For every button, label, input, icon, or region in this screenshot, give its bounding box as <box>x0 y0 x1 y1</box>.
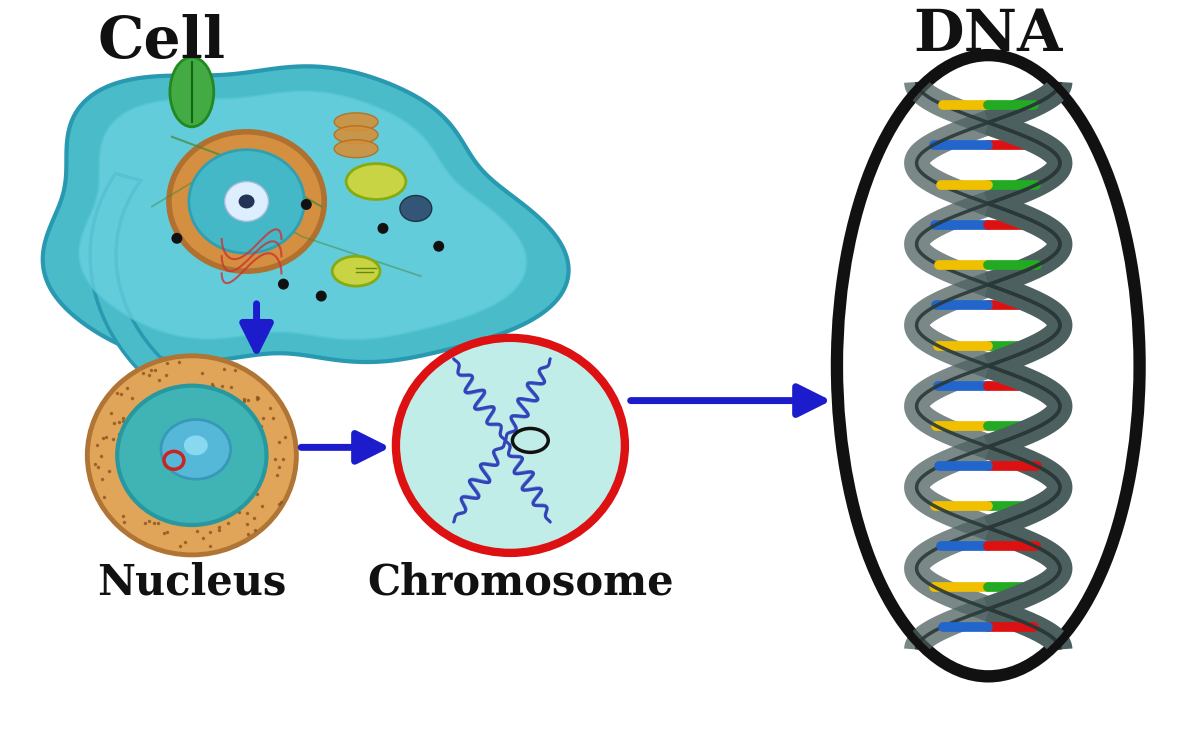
Ellipse shape <box>332 256 380 286</box>
Ellipse shape <box>315 290 326 302</box>
Ellipse shape <box>170 57 214 127</box>
Ellipse shape <box>396 338 625 553</box>
Ellipse shape <box>378 223 389 234</box>
Polygon shape <box>43 66 568 362</box>
Ellipse shape <box>335 139 378 158</box>
Polygon shape <box>79 91 526 339</box>
Ellipse shape <box>346 164 406 200</box>
Ellipse shape <box>171 233 182 244</box>
Ellipse shape <box>161 419 231 480</box>
Polygon shape <box>90 173 191 403</box>
Ellipse shape <box>184 435 208 455</box>
Ellipse shape <box>189 150 305 253</box>
Ellipse shape <box>225 182 268 222</box>
Text: Nucleus: Nucleus <box>98 562 287 604</box>
Ellipse shape <box>169 132 324 271</box>
Ellipse shape <box>839 57 1138 674</box>
Ellipse shape <box>335 126 378 144</box>
Ellipse shape <box>117 385 266 525</box>
Ellipse shape <box>278 279 289 290</box>
Ellipse shape <box>400 195 432 222</box>
Ellipse shape <box>238 195 254 208</box>
Text: Chromosome: Chromosome <box>367 562 674 604</box>
Ellipse shape <box>433 241 444 252</box>
Text: Cell: Cell <box>98 14 225 70</box>
Ellipse shape <box>301 199 312 210</box>
Ellipse shape <box>88 356 296 555</box>
Text: DNA: DNA <box>914 8 1063 63</box>
Ellipse shape <box>335 113 378 130</box>
